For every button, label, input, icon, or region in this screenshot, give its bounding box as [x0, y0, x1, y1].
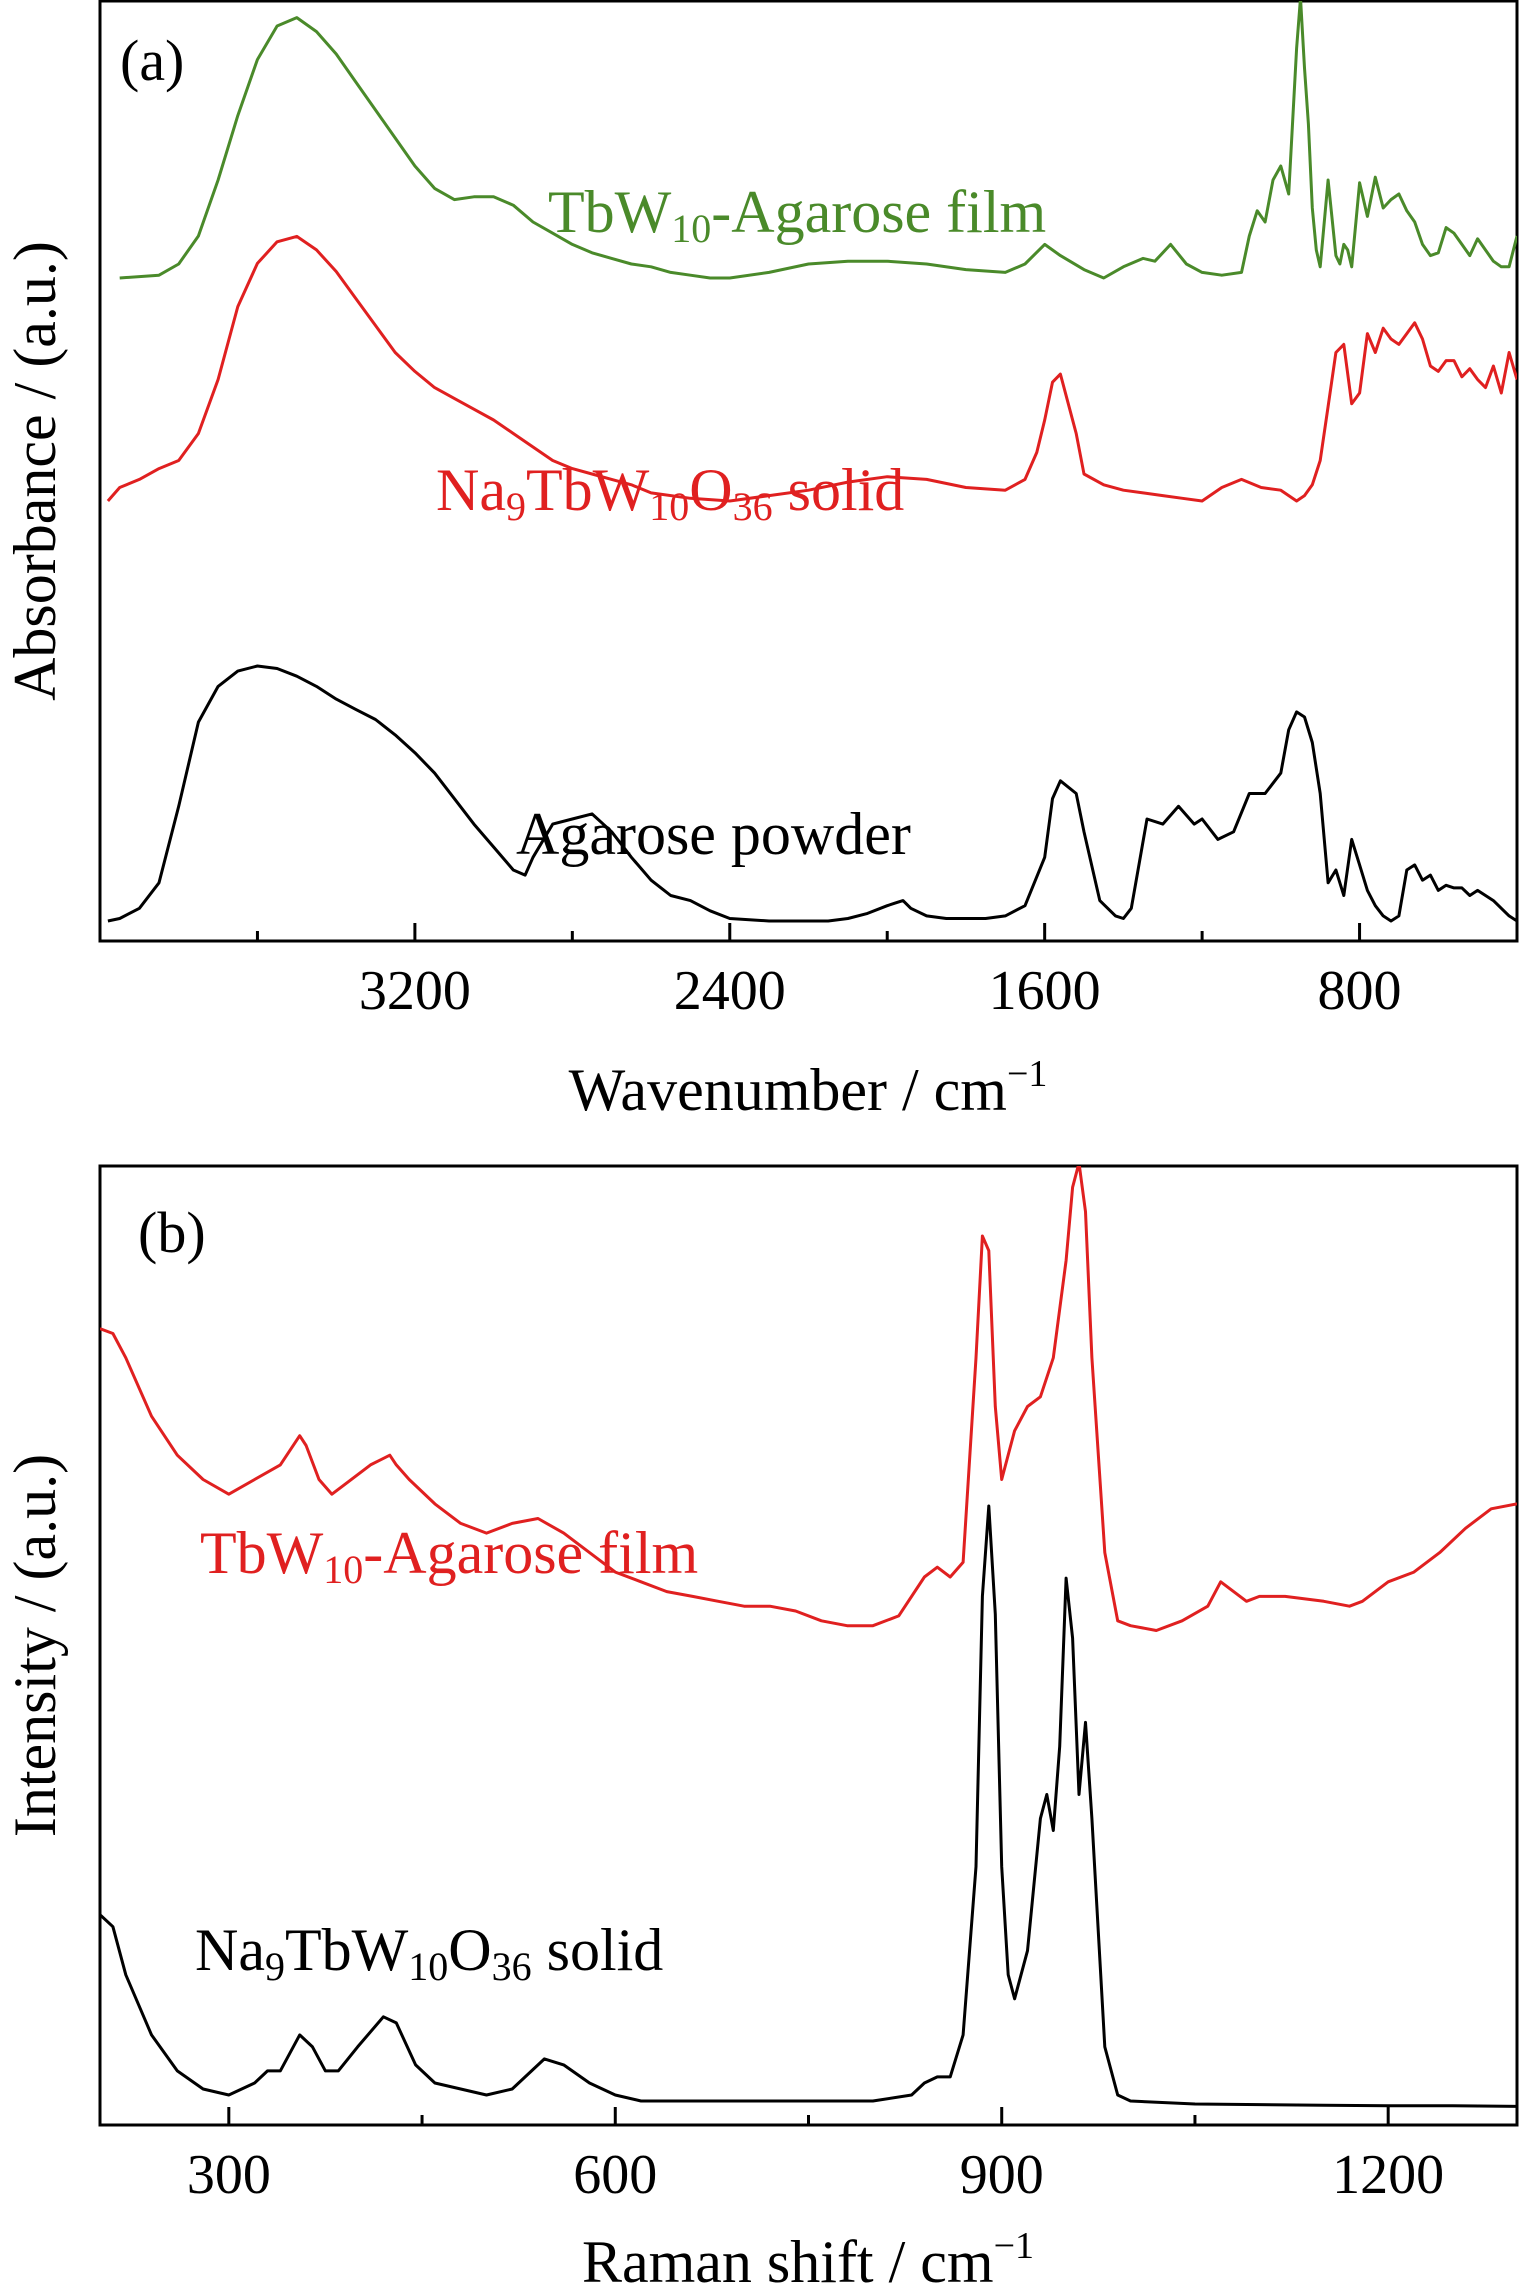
series-label-subscript: 36 — [733, 484, 773, 529]
series-label-subscript: 10 — [323, 1547, 363, 1592]
series-label-subscript: 9 — [265, 1944, 285, 1989]
series-label: Na9TbW10O36 solid — [195, 1917, 663, 1989]
series-label-part: -Agarose film — [711, 179, 1046, 245]
panel-label: (a) — [120, 28, 184, 93]
series-line-2 — [107, 664, 1517, 923]
x-tick-label: 2400 — [674, 960, 786, 1022]
series-line-1 — [106, 234, 1517, 503]
x-tick-label: 900 — [960, 2144, 1044, 2206]
series-label-subscript: 10 — [671, 206, 711, 251]
series-label-part: TbW — [285, 1917, 409, 1983]
series-label: TbW10-Agarose film — [200, 1520, 698, 1592]
series-line-0 — [119, 1, 1517, 280]
x-tick-label: 1600 — [989, 960, 1101, 1022]
x-axis-title-text: Raman shift / cm — [582, 2229, 994, 2289]
series-label-subscript: 36 — [492, 1944, 532, 1989]
series-label-part: Na — [195, 1917, 265, 1983]
series-label-part: Agarose powder — [516, 801, 911, 867]
series-line-1 — [100, 1504, 1517, 2108]
x-tick-label: 800 — [1318, 960, 1402, 1022]
series-label-subscript: 10 — [408, 1944, 448, 1989]
x-tick-label: 1200 — [1332, 2144, 1444, 2206]
series-label-part: Na — [436, 457, 506, 523]
series-label-part: -Agarose film — [363, 1520, 698, 1586]
x-tick-label: 600 — [573, 2144, 657, 2206]
y-axis-title: Absorbance / (a.u.) — [2, 241, 68, 701]
x-axis-title: Wavenumber / cm−1 — [569, 1053, 1048, 1123]
series-label-part: TbW — [200, 1520, 324, 1586]
y-axis-title: Intensity / (a.u.) — [2, 1454, 68, 1837]
x-axis-title: Raman shift / cm−1 — [582, 2225, 1034, 2289]
series-label-part: solid — [773, 457, 905, 523]
series-label: TbW10-Agarose film — [548, 179, 1046, 251]
series-label: Na9TbW10O36 solid — [436, 457, 904, 529]
series-label-subscript: 9 — [506, 484, 526, 529]
plot-frame — [98, 0, 1519, 943]
series-line-0 — [100, 1166, 1517, 1632]
series-label-part: TbW — [526, 457, 650, 523]
series-label: Agarose powder — [516, 801, 911, 867]
series-label-part: TbW — [548, 179, 672, 245]
curves — [100, 1166, 1517, 2108]
series-label-part: O — [448, 1917, 491, 1983]
series-label-part: solid — [532, 1917, 664, 1983]
x-axis-title-text: Wavenumber / cm — [569, 1057, 1007, 1123]
x-tick-label: 3200 — [359, 960, 471, 1022]
x-axis-title-superscript: −1 — [994, 2225, 1034, 2267]
series-label-part: O — [689, 457, 732, 523]
x-tick-label: 300 — [187, 2144, 271, 2206]
x-axis-title-superscript: −1 — [1007, 1053, 1047, 1095]
curves — [106, 1, 1517, 923]
series-label-subscript: 10 — [649, 484, 689, 529]
panel-label: (b) — [138, 1200, 206, 1265]
